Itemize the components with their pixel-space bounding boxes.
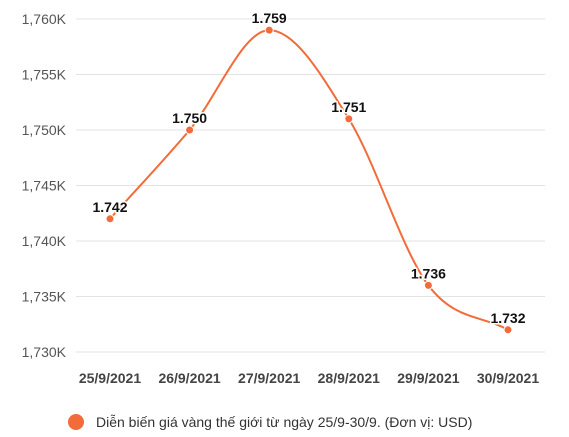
legend: Diễn biến giá vàng thế giới từ ngày 25/9… [68,414,472,430]
data-point [264,25,274,35]
x-axis-ticks: 25/9/2021 26/9/2021 27/9/2021 28/9/2021 29/9… [79,370,539,386]
data-point [423,280,433,290]
data-labels: 1.742 1.750 1.759 1.751 1.736 1.732 [91,9,527,328]
data-label: 1.751 [331,99,366,115]
x-tick-label: 26/9/2021 [158,370,220,386]
legend-label: Diễn biến giá vàng thế giới từ ngày 25/9… [96,414,472,430]
data-label: 1.736 [411,265,446,281]
data-point [344,114,354,124]
y-tick-label: 1,740K [22,233,67,249]
y-tick-label: 1,750K [22,122,67,138]
data-point [503,325,513,335]
data-label: 1.750 [172,110,207,126]
data-point [105,214,115,224]
y-tick-label: 1,730K [22,344,67,360]
data-point [185,125,195,135]
x-tick-label: 30/9/2021 [477,370,539,386]
x-tick-label: 27/9/2021 [238,370,300,386]
x-tick-label: 28/9/2021 [318,370,380,386]
y-tick-label: 1,760K [22,11,67,27]
series-points [105,25,513,335]
y-tick-label: 1,755K [22,67,67,83]
grid-lines [76,18,545,353]
y-tick-label: 1,735K [22,289,67,305]
x-tick-label: 29/9/2021 [397,370,459,386]
data-label: 1.732 [490,310,525,326]
y-axis-ticks: 1,730K 1,735K 1,740K 1,745K 1,750K 1,755K 1,76… [22,11,67,360]
series-line [109,29,509,331]
series-line-path [109,29,509,331]
legend-marker [68,414,84,430]
data-label: 1.759 [252,10,287,26]
data-label: 1.742 [92,199,127,215]
y-tick-label: 1,745K [22,178,67,194]
x-tick-label: 25/9/2021 [79,370,141,386]
